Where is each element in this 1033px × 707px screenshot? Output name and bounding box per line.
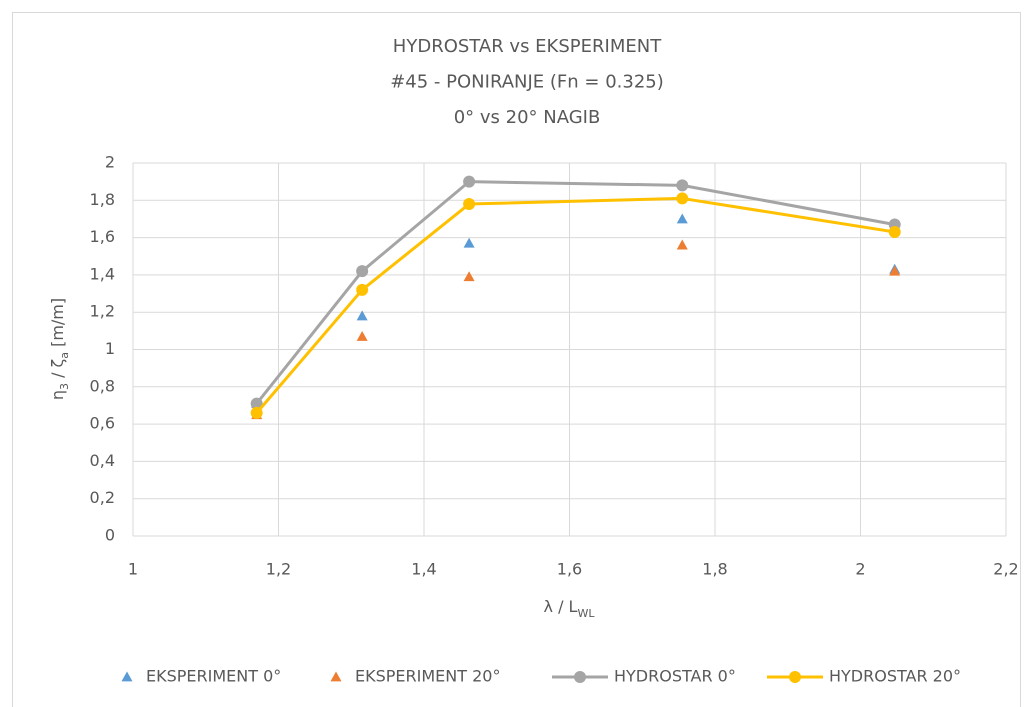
legend-label: EKSPERIMENT 0° [146,667,281,686]
chart-title: 0° vs 20° NAGIB [454,107,601,128]
x-axis-label-part: λ / L [544,597,578,616]
point [463,175,476,188]
chart-border [12,12,1021,707]
y-tick-label: 0,4 [90,451,115,470]
point [250,397,263,410]
point [676,239,688,250]
x-axis-label: λ / LWL [544,597,596,620]
y-axis-label-sub: a [58,352,71,359]
y-axis-label: η3 / ζa [m/m] [48,298,71,400]
point [356,330,368,341]
y-tick-label: 0,8 [90,376,115,395]
legend-label: EKSPERIMENT 20° [355,667,500,686]
legend-marker [574,671,586,683]
point [463,198,476,211]
y-tick-label: 1 [105,339,115,358]
point [676,213,688,224]
y-tick-label: 1,6 [90,227,115,246]
point [356,310,368,321]
point [250,406,263,419]
legend-marker [330,671,342,682]
y-tick-label: 1,8 [90,190,115,209]
y-axis-label-sub: 3 [58,383,71,390]
point [463,271,475,282]
x-tick-label: 1,4 [411,560,436,579]
point [676,179,689,192]
y-tick-label: 0,6 [90,414,115,433]
x-tick-label: 1 [128,560,138,579]
legend-marker [121,671,133,682]
x-tick-label: 2,2 [993,560,1018,579]
x-axis-label-sub: WL [577,607,595,620]
x-tick-label: 1,6 [557,560,582,579]
chart-title: HYDROSTAR vs EKSPERIMENT [393,36,662,57]
legend-marker [789,671,801,683]
point [356,265,369,278]
point [889,265,901,276]
y-tick-label: 0,2 [90,488,115,507]
point [356,283,369,296]
x-tick-label: 1,8 [702,560,727,579]
y-tick-label: 1,4 [90,264,115,283]
y-tick-label: 1,2 [90,302,115,321]
y-axis-label-part: / ζ [48,359,67,383]
x-tick-label: 2 [855,560,865,579]
x-tick-label: 1,2 [266,560,291,579]
legend-label: HYDROSTAR 0° [614,667,736,686]
y-axis-label-part: [m/m] [48,298,67,352]
point [676,192,689,205]
point [888,226,901,239]
chart-title: #45 - PONIRANJE (Fn = 0.325) [390,72,664,93]
y-tick-label: 2 [105,153,115,172]
y-tick-label: 0 [105,526,115,545]
legend-label: HYDROSTAR 20° [829,667,961,686]
y-axis-label-part: η [48,390,67,400]
point [463,237,475,248]
